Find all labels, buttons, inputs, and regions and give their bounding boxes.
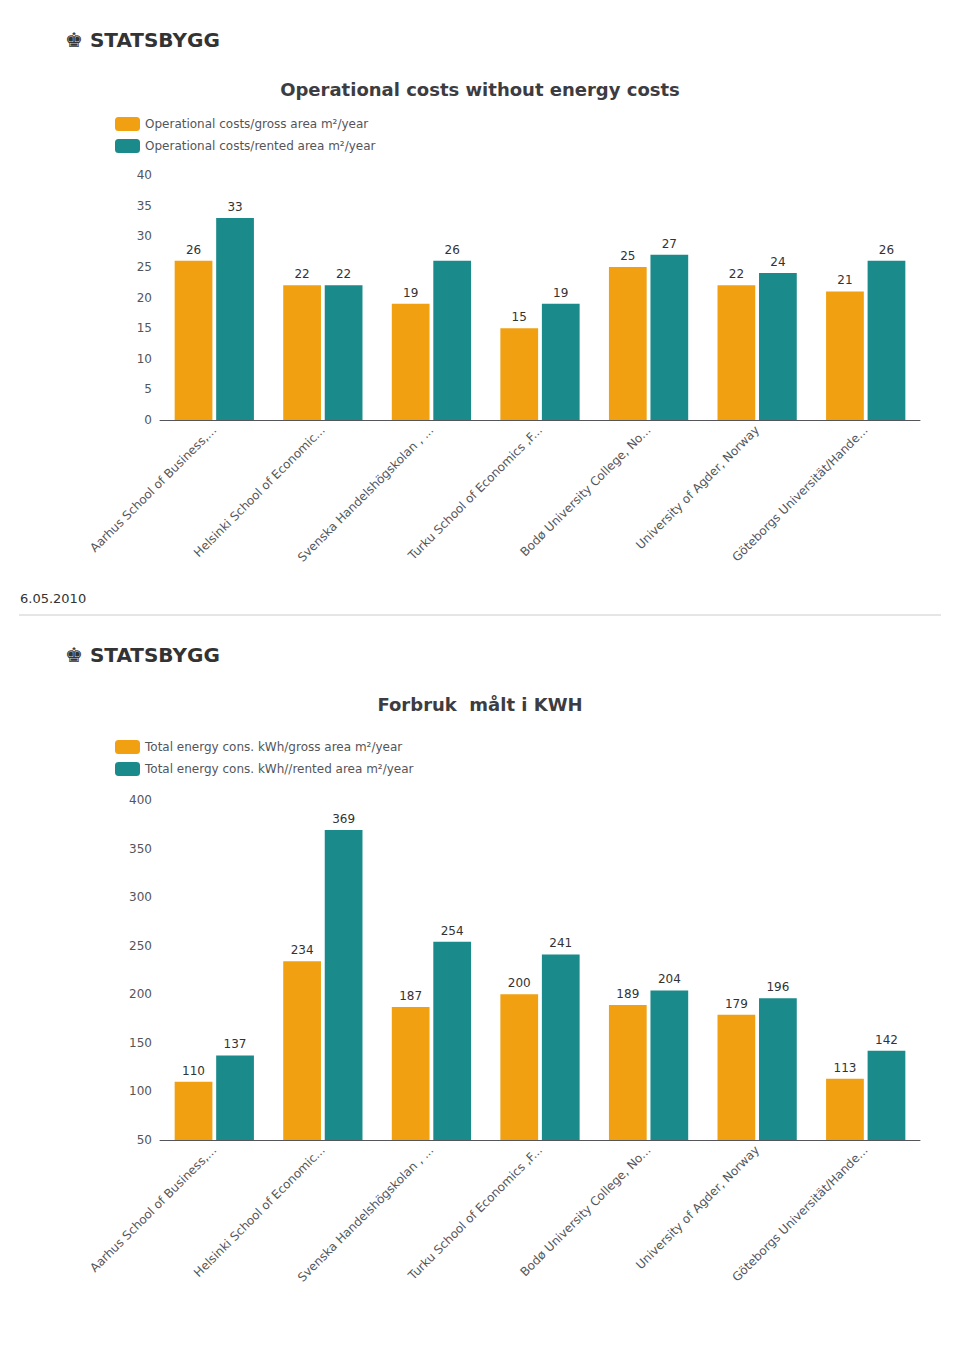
svg-text:Göteborgs Universität/Hande...: Göteborgs Universität/Hande... — [729, 423, 870, 564]
svg-text:196: 196 — [766, 980, 789, 994]
svg-text:400: 400 — [129, 793, 152, 807]
svg-text:Bodø University College, No...: Bodø University College, No... — [517, 423, 653, 559]
svg-text:22: 22 — [729, 267, 744, 281]
svg-text:254: 254 — [441, 924, 464, 938]
svg-text:21: 21 — [837, 273, 852, 287]
svg-text:Göteborgs Universität/Hande...: Göteborgs Universität/Hande... — [729, 1143, 870, 1284]
svg-text:150: 150 — [129, 1036, 152, 1050]
svg-text:40: 40 — [137, 168, 152, 182]
svg-text:110: 110 — [182, 1064, 205, 1078]
svg-text:0: 0 — [144, 413, 152, 427]
svg-text:University of Agder, Norway: University of Agder, Norway — [633, 423, 762, 552]
svg-text:25: 25 — [137, 260, 152, 274]
svg-text:189: 189 — [616, 987, 639, 1001]
svg-text:113: 113 — [834, 1061, 857, 1075]
svg-text:204: 204 — [658, 972, 681, 986]
svg-text:24: 24 — [770, 255, 785, 269]
svg-text:22: 22 — [336, 267, 351, 281]
svg-text:27: 27 — [662, 237, 677, 251]
svg-text:Helsinki School of Economic...: Helsinki School of Economic... — [191, 1143, 328, 1280]
svg-text:5: 5 — [144, 382, 152, 396]
svg-text:22: 22 — [294, 267, 309, 281]
svg-text:369: 369 — [332, 812, 355, 826]
svg-text:Operational costs without ener: Operational costs without energy costs — [280, 79, 680, 100]
svg-text:33: 33 — [227, 200, 242, 214]
svg-text:350: 350 — [129, 842, 152, 856]
svg-text:250: 250 — [129, 939, 152, 953]
svg-text:University of Agder, Norway: University of Agder, Norway — [633, 1143, 762, 1272]
svg-text:Helsinki School of Economic...: Helsinki School of Economic... — [191, 423, 328, 560]
svg-text:26: 26 — [879, 243, 894, 257]
svg-text:30: 30 — [137, 229, 152, 243]
svg-text:19: 19 — [403, 286, 418, 300]
svg-text:142: 142 — [875, 1033, 898, 1047]
svg-text:Aarhus School of Business,...: Aarhus School of Business,... — [87, 423, 219, 555]
svg-text:Turku School of Economics ,F..: Turku School of Economics ,F... — [405, 423, 545, 563]
svg-text:Turku School of Economics ,F..: Turku School of Economics ,F... — [405, 1143, 545, 1283]
svg-text:35: 35 — [137, 199, 152, 213]
svg-text:Bodø University College, No...: Bodø University College, No... — [517, 1143, 653, 1279]
svg-text:100: 100 — [129, 1084, 152, 1098]
svg-text:26: 26 — [445, 243, 460, 257]
svg-text:6.05.2010: 6.05.2010 — [20, 591, 86, 606]
svg-text:10: 10 — [137, 352, 152, 366]
svg-text:Forbruk målt i KWH: Forbruk målt i KWH — [377, 694, 582, 715]
svg-text:241: 241 — [549, 936, 572, 950]
svg-text:♚ STATSBYGG: ♚ STATSBYGG — [65, 28, 220, 52]
svg-text:Operational costs/rented area: Operational costs/rented area m²/year — [145, 139, 376, 153]
svg-text:187: 187 — [399, 989, 422, 1003]
svg-text:Operational costs/gross area m: Operational costs/gross area m²/year — [145, 117, 368, 131]
svg-text:200: 200 — [129, 987, 152, 1001]
svg-text:Svenska Handelshögskolan , ...: Svenska Handelshögskolan , ... — [294, 1143, 437, 1285]
svg-text:15: 15 — [137, 321, 152, 335]
svg-text:26: 26 — [186, 243, 201, 257]
svg-text:Total energy cons. kWh/gross a: Total energy cons. kWh/gross area m²/yea… — [144, 740, 402, 754]
svg-text:15: 15 — [512, 310, 527, 324]
svg-text:179: 179 — [725, 997, 748, 1011]
svg-text:200: 200 — [508, 976, 531, 990]
svg-text:19: 19 — [553, 286, 568, 300]
svg-text:25: 25 — [620, 249, 635, 263]
svg-text:20: 20 — [137, 291, 152, 305]
svg-text:50: 50 — [137, 1133, 152, 1147]
svg-text:300: 300 — [129, 890, 152, 904]
svg-text:Aarhus School of Business,...: Aarhus School of Business,... — [87, 1143, 219, 1275]
svg-text:137: 137 — [224, 1037, 247, 1051]
svg-text:♚ STATSBYGG: ♚ STATSBYGG — [65, 643, 220, 667]
svg-text:234: 234 — [291, 943, 314, 957]
svg-text:Total energy cons. kWh//rented: Total energy cons. kWh//rented area m²/y… — [144, 762, 414, 776]
svg-text:Svenska Handelshögskolan , ...: Svenska Handelshögskolan , ... — [294, 423, 437, 565]
